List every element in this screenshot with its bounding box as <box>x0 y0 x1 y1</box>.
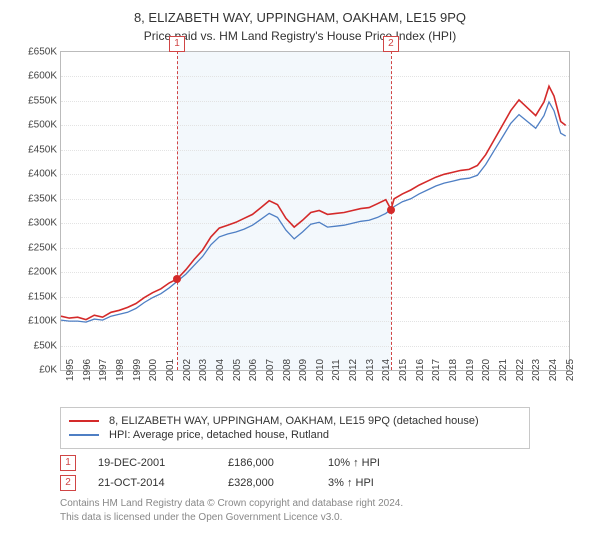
y-tick-label: £400K <box>28 169 61 180</box>
sale-price: £328,000 <box>228 477 328 489</box>
x-tick-label: 2006 <box>244 359 259 381</box>
y-tick-label: £50K <box>34 340 61 351</box>
sale-date: 19-DEC-2001 <box>98 457 228 469</box>
x-tick-label: 2017 <box>427 359 442 381</box>
y-tick-label: £100K <box>28 316 61 327</box>
x-tick-label: 2004 <box>211 359 226 381</box>
marker-dot <box>387 206 395 214</box>
sales-table: 1 19-DEC-2001 £186,000 10% ↑ HPI 2 21-OC… <box>60 455 586 491</box>
legend-item: 8, ELIZABETH WAY, UPPINGHAM, OAKHAM, LE1… <box>69 415 521 427</box>
legend-box: 8, ELIZABETH WAY, UPPINGHAM, OAKHAM, LE1… <box>60 407 530 449</box>
x-tick-label: 2009 <box>294 359 309 381</box>
x-tick-label: 2008 <box>278 359 293 381</box>
x-tick-label: 1996 <box>78 359 93 381</box>
legend-swatch <box>69 434 99 436</box>
marker-label: 1 <box>169 36 185 52</box>
y-tick-label: £150K <box>28 291 61 302</box>
sale-row: 2 21-OCT-2014 £328,000 3% ↑ HPI <box>60 475 586 491</box>
legend-label: HPI: Average price, detached house, Rutl… <box>109 429 329 441</box>
x-tick-label: 2021 <box>494 359 509 381</box>
sale-diff: 10% ↑ HPI <box>328 457 438 469</box>
sale-diff: 3% ↑ HPI <box>328 477 438 489</box>
y-tick-label: £450K <box>28 144 61 155</box>
x-tick-label: 2023 <box>527 359 542 381</box>
y-tick-label: £200K <box>28 267 61 278</box>
x-tick-label: 2015 <box>394 359 409 381</box>
x-tick-label: 2020 <box>477 359 492 381</box>
x-tick-label: 2007 <box>261 359 276 381</box>
x-tick-label: 1999 <box>128 359 143 381</box>
chart-subtitle: Price paid vs. HM Land Registry's House … <box>14 29 586 43</box>
y-tick-label: £250K <box>28 242 61 253</box>
x-tick-label: 1997 <box>94 359 109 381</box>
sale-badge: 2 <box>60 475 76 491</box>
x-tick-label: 2000 <box>144 359 159 381</box>
y-tick-label: £600K <box>28 71 61 82</box>
y-tick-label: £550K <box>28 95 61 106</box>
footer-line: Contains HM Land Registry data © Crown c… <box>60 497 586 511</box>
x-tick-label: 2011 <box>327 359 342 381</box>
footer-line: This data is licensed under the Open Gov… <box>60 511 586 525</box>
y-tick-label: £0K <box>39 365 61 376</box>
sale-date: 21-OCT-2014 <box>98 477 228 489</box>
chart-title: 8, ELIZABETH WAY, UPPINGHAM, OAKHAM, LE1… <box>14 10 586 25</box>
x-tick-label: 2022 <box>511 359 526 381</box>
y-tick-label: £650K <box>28 47 61 58</box>
y-tick-label: £300K <box>28 218 61 229</box>
x-tick-label: 2002 <box>178 359 193 381</box>
chart-lines <box>61 52 569 370</box>
x-tick-label: 2024 <box>544 359 559 381</box>
sale-price: £186,000 <box>228 457 328 469</box>
legend-label: 8, ELIZABETH WAY, UPPINGHAM, OAKHAM, LE1… <box>109 415 479 427</box>
x-tick-label: 2019 <box>461 359 476 381</box>
x-tick-label: 2012 <box>344 359 359 381</box>
sale-row: 1 19-DEC-2001 £186,000 10% ↑ HPI <box>60 455 586 471</box>
x-tick-label: 2013 <box>361 359 376 381</box>
legend-item: HPI: Average price, detached house, Rutl… <box>69 429 521 441</box>
marker-dot <box>173 275 181 283</box>
x-tick-label: 2025 <box>561 359 576 381</box>
x-tick-label: 2018 <box>444 359 459 381</box>
series-line <box>61 86 566 319</box>
x-tick-label: 2010 <box>311 359 326 381</box>
x-tick-label: 1998 <box>111 359 126 381</box>
x-tick-label: 1995 <box>61 359 76 381</box>
sale-badge: 1 <box>60 455 76 471</box>
y-tick-label: £500K <box>28 120 61 131</box>
marker-label: 2 <box>383 36 399 52</box>
x-tick-label: 2005 <box>228 359 243 381</box>
y-tick-label: £350K <box>28 193 61 204</box>
plot-region: £0K£50K£100K£150K£200K£250K£300K£350K£40… <box>60 51 570 371</box>
x-tick-label: 2001 <box>161 359 176 381</box>
chart-area: £0K £50K £100K £150K £200K £250K £300K £350K £40… <box>14 51 586 401</box>
legend-swatch <box>69 420 99 422</box>
x-tick-label: 2016 <box>411 359 426 381</box>
footer-attribution: Contains HM Land Registry data © Crown c… <box>60 497 586 524</box>
x-tick-label: 2003 <box>194 359 209 381</box>
